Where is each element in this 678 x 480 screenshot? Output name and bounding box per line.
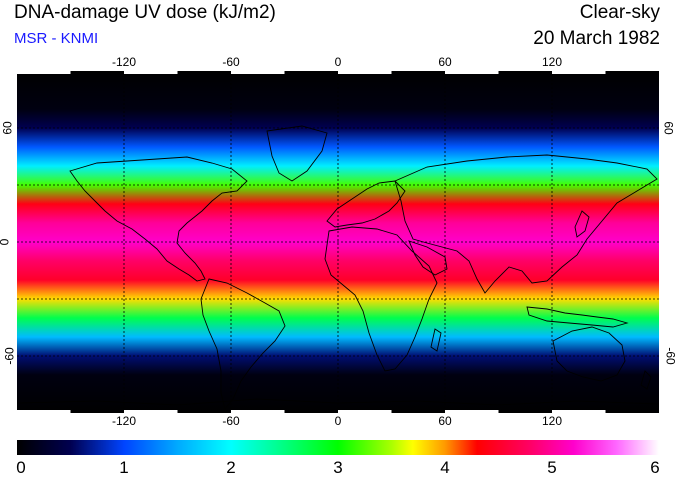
frame-segment — [445, 410, 499, 413]
africa-coast — [324, 226, 438, 372]
colorbar — [17, 440, 659, 455]
frame-segment — [552, 71, 606, 74]
lon-label-bottom--60: -60 — [222, 414, 240, 428]
australia-coast — [552, 326, 626, 382]
europe-coast — [326, 180, 406, 228]
madagascar-coast — [430, 328, 442, 352]
graticule — [17, 71, 659, 413]
lon-label-bottom-60: 60 — [438, 414, 452, 428]
lon-label-top-0: 0 — [334, 55, 342, 69]
frame-segment — [17, 71, 71, 74]
antarctica-coast — [17, 398, 659, 406]
frame-segment — [231, 410, 285, 413]
indonesia-coast — [526, 306, 629, 328]
lon-label-top--60: -60 — [222, 55, 240, 69]
lat-label-right-60: 60 — [661, 121, 676, 135]
japan-coast — [574, 210, 590, 238]
lat-label-right--60: -60 — [663, 347, 678, 365]
frame-segment — [338, 410, 392, 413]
lon-label-bottom-120: 120 — [541, 414, 563, 428]
map-title: DNA-damage UV dose (kJ/m2) — [14, 2, 276, 23]
uv-dose-map[interactable] — [17, 71, 659, 413]
sky-condition-label: Clear-sky — [579, 2, 660, 23]
new-zealand-coast — [640, 370, 652, 390]
frame-segment — [124, 71, 178, 74]
frame-segment — [552, 410, 606, 413]
colorbar-tick-2: 2 — [226, 458, 236, 477]
asia-coast — [394, 154, 658, 294]
frame-segment — [17, 410, 71, 413]
colorbar-tick-6: 6 — [650, 458, 660, 477]
north-america-coast — [69, 156, 248, 282]
colorbar-tick-3: 3 — [333, 458, 343, 477]
lon-label-bottom-0: 0 — [334, 414, 342, 428]
colorbar-tick-5: 5 — [547, 458, 557, 477]
arabia-coast — [408, 240, 448, 276]
frame-segment — [124, 410, 178, 413]
credit-label: MSR - KNMI — [14, 30, 99, 47]
lon-label-top-60: 60 — [438, 55, 452, 69]
colorbar-tick-0: 0 — [16, 458, 26, 477]
date-label: 20 March 1982 — [533, 28, 660, 49]
lat-label-left-0: 0 — [0, 239, 11, 246]
frame-segment — [231, 71, 285, 74]
lat-label-left--60: -60 — [2, 347, 17, 365]
lon-label-top--120: -120 — [111, 55, 137, 69]
frame-segment — [338, 71, 392, 74]
lon-label-bottom--120: -120 — [111, 414, 137, 428]
lon-label-top-120: 120 — [541, 55, 563, 69]
lat-label-left-60: 60 — [0, 121, 15, 135]
frame-segment — [445, 71, 499, 74]
south-america-coast — [200, 278, 286, 410]
colorbar-tick-1: 1 — [119, 458, 129, 477]
colorbar-tick-4: 4 — [440, 458, 450, 477]
